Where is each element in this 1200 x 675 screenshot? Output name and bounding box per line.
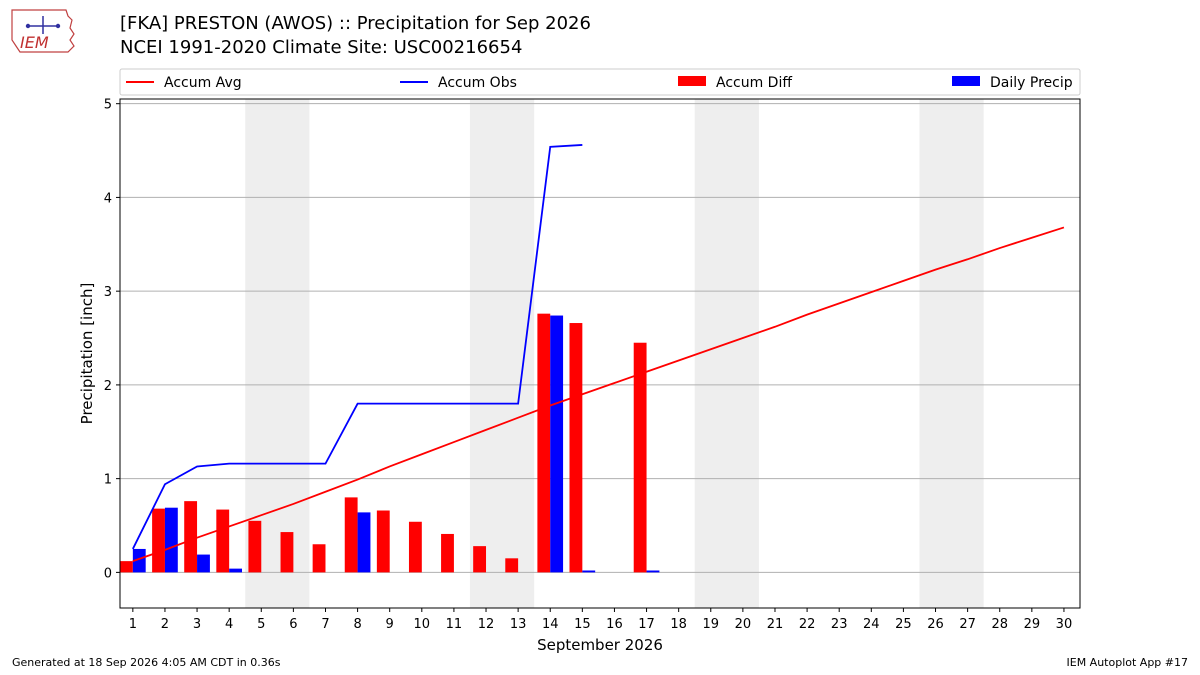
- daily-precip-bar: [357, 512, 371, 573]
- x-tick-label: 7: [321, 617, 329, 632]
- legend-box: [119, 68, 1081, 96]
- x-tick-label: 3: [193, 617, 201, 632]
- x-tick-label: 17: [638, 617, 655, 632]
- x-tick-label: 11: [446, 617, 463, 632]
- legend-swatch-bar: [952, 76, 980, 86]
- generated-note: Generated at 18 Sep 2026 4:05 AM CDT in …: [12, 656, 281, 669]
- x-tick-label: 9: [386, 617, 394, 632]
- accum-diff-bar: [216, 509, 230, 573]
- y-tick-label: 0: [104, 566, 112, 581]
- x-tick-label: 21: [767, 617, 784, 632]
- x-tick-label: 20: [735, 617, 752, 632]
- daily-precip-bar: [197, 554, 210, 573]
- x-tick-label: 15: [574, 617, 591, 632]
- x-tick-label: 4: [225, 617, 233, 632]
- x-axis-label: September 2026: [537, 636, 663, 654]
- x-tick-label: 10: [414, 617, 431, 632]
- x-tick-label: 6: [289, 617, 297, 632]
- x-tick-label: 22: [799, 617, 816, 632]
- x-tick-label: 8: [353, 617, 361, 632]
- accum-diff-bar: [633, 342, 647, 573]
- accum-diff-bar: [184, 501, 198, 573]
- y-tick-label: 3: [104, 285, 112, 300]
- x-tick-label: 23: [831, 617, 848, 632]
- chart-subtitle: NCEI 1991-2020 Climate Site: USC00216654: [120, 37, 523, 58]
- x-tick-label: 1: [129, 617, 137, 632]
- legend-label: Accum Avg: [164, 75, 242, 91]
- x-tick-label: 25: [895, 617, 912, 632]
- line-series: [132, 144, 1065, 562]
- legend-label: Daily Precip: [990, 75, 1073, 91]
- accum-diff-bar: [120, 561, 133, 573]
- accum-obs-line: [132, 144, 583, 550]
- x-tick-label: 18: [670, 617, 687, 632]
- accum-diff-bar: [376, 510, 390, 573]
- x-tick-label: 24: [863, 617, 880, 632]
- daily-precip-bar: [582, 570, 596, 573]
- daily-precip-bar: [646, 570, 660, 573]
- x-tick-label: 12: [478, 617, 495, 632]
- y-tick-label: 2: [104, 379, 112, 394]
- weekend-shade: [919, 99, 984, 608]
- x-tick-label: 30: [1056, 617, 1073, 632]
- x-tick-label: 5: [257, 617, 265, 632]
- accum-diff-bar: [280, 532, 294, 573]
- accum-diff-bar: [505, 558, 519, 573]
- daily-precip-bar: [164, 507, 178, 573]
- daily-precip-bar: [132, 548, 146, 573]
- accum-diff-bar: [569, 323, 583, 573]
- legend-swatch-bar: [678, 76, 706, 86]
- x-tick-label: 2: [161, 617, 169, 632]
- accum-diff-bar: [537, 313, 551, 573]
- x-tick-label: 26: [927, 617, 944, 632]
- accum-diff-bar: [408, 521, 422, 573]
- legend: Accum Avg Accum Obs Accum Diff Daily Precip: [119, 68, 1081, 96]
- accum-diff-bar: [473, 546, 487, 573]
- y-tick-label: 5: [104, 98, 112, 113]
- logo-text: IEM: [20, 33, 49, 52]
- x-tick-label: 13: [510, 617, 527, 632]
- plot-frame: [119, 98, 1081, 609]
- grid-lines: [120, 103, 1080, 573]
- y-tick-label: 1: [104, 473, 112, 488]
- x-tick-label: 16: [606, 617, 623, 632]
- app-label: IEM Autoplot App #17: [1066, 656, 1189, 669]
- accum-avg-line: [132, 226, 1065, 562]
- accum-diff-bar: [441, 533, 454, 573]
- x-tick-label: 27: [959, 617, 976, 632]
- weekend-shade: [469, 99, 535, 608]
- legend-label: Accum Obs: [438, 75, 517, 91]
- y-axis-label: Precipitation [inch]: [78, 283, 96, 425]
- accum-diff-bar: [312, 544, 326, 573]
- accum-diff-bar: [344, 497, 358, 573]
- bar-series: [120, 313, 660, 573]
- accum-diff-bar: [152, 508, 165, 573]
- daily-precip-bar: [229, 568, 243, 573]
- x-tick-label: 19: [702, 617, 719, 632]
- legend-label: Accum Diff: [716, 75, 792, 91]
- x-tick-label: 28: [991, 617, 1008, 632]
- daily-precip-bar: [550, 315, 564, 573]
- accum-diff-bar: [248, 520, 262, 573]
- weekend-shade: [694, 99, 759, 608]
- iem-logo: IEM: [11, 9, 75, 53]
- chart-title: [FKA] PRESTON (AWOS) :: Precipitation fo…: [120, 13, 591, 34]
- x-tick-label: 14: [542, 617, 559, 632]
- y-tick-label: 4: [104, 191, 112, 206]
- x-tick-label: 29: [1024, 617, 1041, 632]
